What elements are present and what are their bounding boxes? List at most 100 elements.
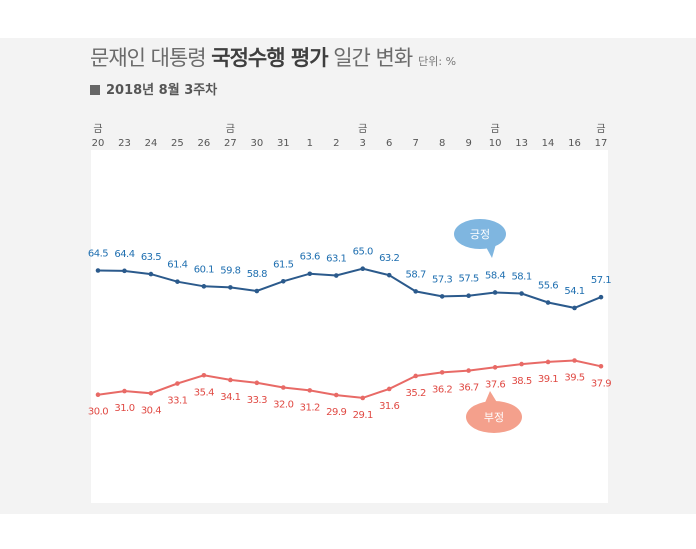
data-label: 30.4 <box>141 405 161 416</box>
tick-label: 31 <box>277 138 290 149</box>
series-line <box>97 359 602 399</box>
series-negative: 30.0 31.0 30.4 33.1 35.4 34.1 33.3 32.0 31.2 29.9… <box>88 358 612 421</box>
data-label: 30.0 <box>88 407 108 418</box>
tick-label: 27 <box>224 138 237 149</box>
tick-label: 25 <box>171 138 184 149</box>
data-label: 60.1 <box>194 264 214 275</box>
title-normal-text: 문재인 대통령 <box>90 46 212 70</box>
data-point <box>228 285 233 290</box>
data-label: 58.4 <box>485 270 505 281</box>
data-label: 64.5 <box>88 249 108 260</box>
tick-daymark-label: 금 <box>491 123 500 135</box>
data-point <box>386 386 392 392</box>
x-axis-ticks: 금 20 23 24 25 26 금 27 30 31 1 2 금 3 6 7 8 9 금 10 13 14 16 금 17 <box>92 123 608 149</box>
data-point <box>201 372 207 378</box>
data-point <box>307 388 313 393</box>
data-point <box>439 294 445 299</box>
legend-negative-label: 부정 <box>484 411 504 424</box>
data-point <box>281 385 286 390</box>
data-point <box>175 381 180 386</box>
data-label: 54.1 <box>564 286 584 297</box>
data-label: 58.7 <box>406 269 426 280</box>
bubble-tail <box>486 244 496 258</box>
tick-daymark-label: 금 <box>596 123 605 135</box>
data-label: 65.0 <box>353 247 373 258</box>
data-point <box>519 291 524 296</box>
tick-label: 8 <box>439 138 445 149</box>
subtitle-text: 2018년 8월 3주차 <box>106 83 218 98</box>
data-label: 63.5 <box>141 252 161 263</box>
data-point <box>281 279 286 284</box>
legend-positive-label: 긍정 <box>470 228 490 241</box>
bubble-tail <box>484 391 498 405</box>
data-label: 39.1 <box>538 374 558 385</box>
data-label: 57.3 <box>432 274 452 285</box>
data-label: 36.2 <box>432 384 452 395</box>
data-label: 39.5 <box>564 373 584 384</box>
data-label: 55.6 <box>538 281 558 292</box>
data-label: 38.5 <box>511 376 531 387</box>
series-line <box>97 267 602 309</box>
data-point <box>572 358 577 363</box>
data-point <box>519 361 524 367</box>
data-label: 58.1 <box>511 272 531 283</box>
data-label: 33.3 <box>247 395 267 406</box>
data-label: 57.1 <box>591 275 611 286</box>
data-label: 34.1 <box>220 392 240 403</box>
data-label: 37.9 <box>591 378 611 389</box>
data-label: 35.2 <box>406 388 426 399</box>
tick-label: 17 <box>595 138 608 149</box>
data-point <box>572 305 577 311</box>
data-point <box>466 368 471 373</box>
tick-label: 1 <box>307 138 313 149</box>
data-point <box>175 279 180 284</box>
data-point <box>148 271 154 277</box>
data-point <box>598 294 604 300</box>
tick-label: 3 <box>360 138 366 149</box>
data-label: 61.4 <box>167 260 187 271</box>
bubble-shape <box>454 219 506 249</box>
tick-label: 2 <box>333 138 339 149</box>
data-label: 29.9 <box>326 407 346 418</box>
data-label: 32.0 <box>273 400 293 411</box>
data-point <box>95 268 101 273</box>
chart-subtitle: 2018년 8월 3주차 <box>90 79 217 98</box>
data-point <box>307 271 313 277</box>
data-point <box>598 363 604 369</box>
series-lines: 64.5 64.4 63.5 61.4 60.1 59.8 58.8 61.5 63.6 63.1… <box>88 247 612 421</box>
tick-label: 13 <box>515 138 528 149</box>
data-label: 36.7 <box>458 383 478 394</box>
data-point <box>545 300 551 305</box>
data-label: 63.2 <box>379 253 399 264</box>
title-bold-text: 국정수행 평가 <box>211 46 328 70</box>
data-point <box>201 284 207 289</box>
plot-area <box>91 150 608 503</box>
data-label: 57.5 <box>458 274 478 285</box>
title-suffix-text: 일간 변화 <box>327 46 413 70</box>
tick-label: 16 <box>568 138 581 149</box>
tick-label: 6 <box>386 138 392 149</box>
data-point <box>95 392 101 398</box>
data-point <box>466 293 471 299</box>
tick-daymark-label: 금 <box>226 123 235 135</box>
data-point <box>413 373 418 379</box>
tick-label: 10 <box>489 138 502 149</box>
data-label: 64.4 <box>114 249 134 260</box>
bubble-shape <box>466 401 522 433</box>
data-point <box>228 377 233 383</box>
data-label: 63.6 <box>300 252 320 263</box>
data-point <box>492 365 498 370</box>
data-point <box>545 359 551 365</box>
data-point <box>439 370 445 375</box>
tick-label: 7 <box>412 138 418 149</box>
data-point <box>360 395 366 401</box>
data-point <box>360 266 366 272</box>
data-point <box>386 272 392 278</box>
tick-daymark-label: 금 <box>358 123 367 135</box>
data-point <box>148 390 154 396</box>
positive-legend-bubble: 긍정 <box>454 219 506 258</box>
data-label: 63.1 <box>326 254 346 265</box>
data-label: 31.6 <box>379 401 399 412</box>
tick-label: 23 <box>118 138 131 149</box>
data-label: 59.8 <box>220 265 240 276</box>
